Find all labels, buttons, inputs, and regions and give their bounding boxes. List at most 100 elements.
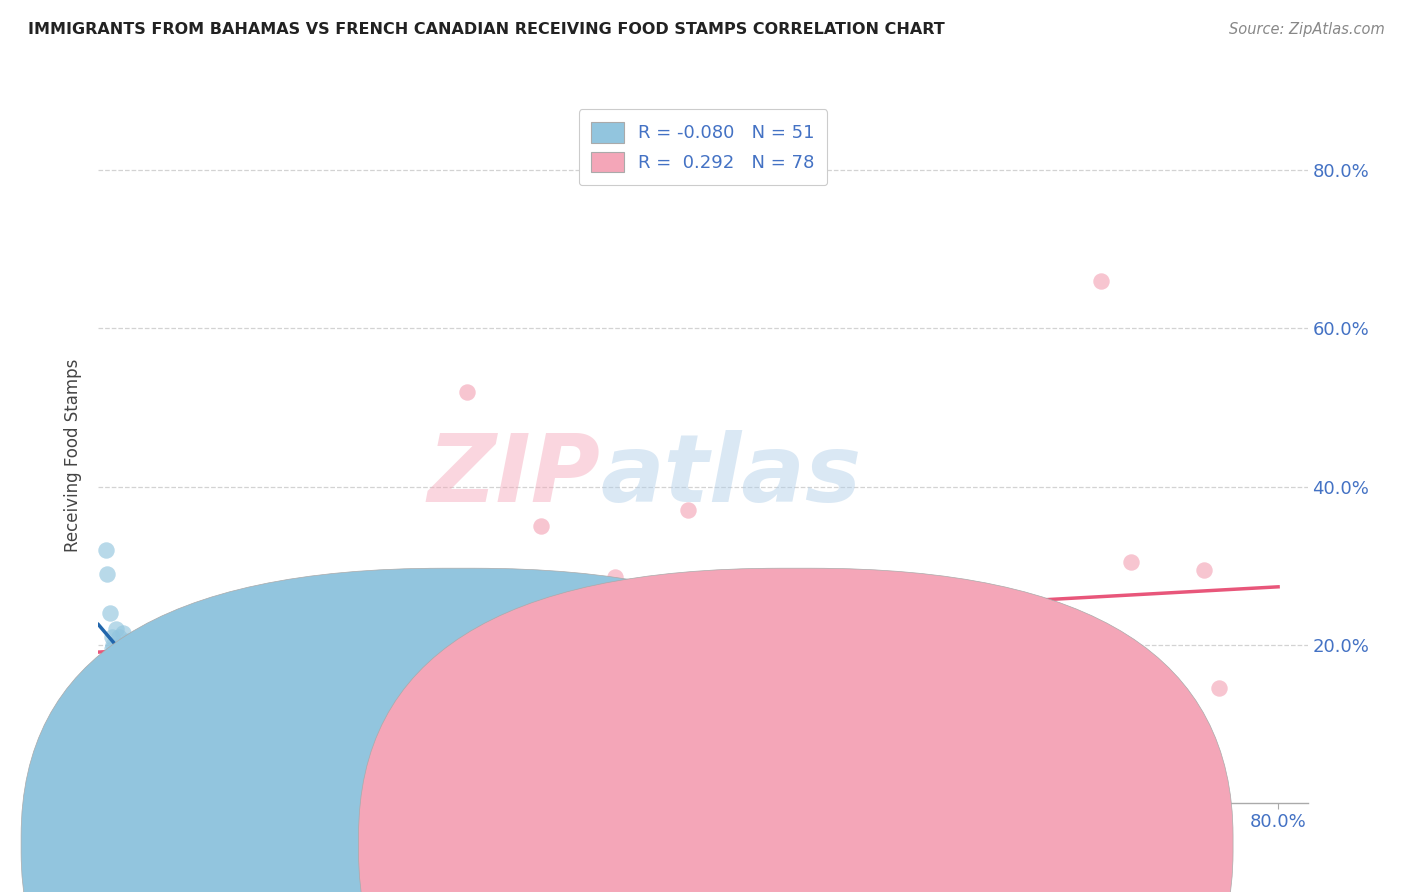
Point [105, 646, 128, 660]
Point [120, 657, 142, 672]
Point [1194, 563, 1216, 577]
Point [183, 646, 205, 660]
Point [157, 705, 180, 719]
Point [323, 622, 346, 636]
Point [143, 693, 166, 707]
Point [471, 602, 494, 616]
Text: French Canadians: French Canadians [823, 835, 970, 853]
Point [589, 586, 612, 600]
Point [153, 693, 176, 707]
Point [128, 677, 150, 691]
Point [117, 633, 139, 648]
Point [1090, 274, 1112, 288]
Point [98, 606, 121, 620]
Point [120, 665, 142, 680]
Text: IMMIGRANTS FROM BAHAMAS VS FRENCH CANADIAN RECEIVING FOOD STAMPS CORRELATION CHA: IMMIGRANTS FROM BAHAMAS VS FRENCH CANADI… [28, 22, 945, 37]
Point [127, 665, 149, 680]
Point [898, 574, 921, 589]
Point [121, 669, 143, 683]
Point [456, 384, 478, 399]
Point [1208, 681, 1230, 695]
Point [105, 669, 128, 683]
Legend: R = -0.080   N = 51, R =  0.292   N = 78: R = -0.080 N = 51, R = 0.292 N = 78 [579, 109, 827, 186]
Point [198, 641, 221, 656]
Point [117, 685, 139, 699]
Text: atlas: atlas [600, 430, 862, 522]
Point [942, 598, 965, 612]
Point [441, 614, 464, 628]
Point [678, 591, 700, 605]
Point [98, 657, 121, 672]
Point [619, 591, 641, 605]
Point [219, 630, 242, 644]
Point [278, 625, 301, 640]
Point [794, 594, 817, 608]
Point [228, 641, 250, 656]
Point [1149, 689, 1171, 703]
Point [1001, 689, 1024, 703]
Point [176, 657, 198, 672]
Point [100, 630, 122, 644]
Point [198, 732, 221, 747]
Point [131, 669, 153, 683]
Point [173, 649, 195, 664]
Point [249, 630, 271, 644]
Point [139, 689, 162, 703]
Text: Immigrants from Bahamas: Immigrants from Bahamas [485, 835, 707, 853]
Point [751, 582, 773, 597]
Point [110, 649, 132, 664]
Point [143, 638, 166, 652]
Text: Source: ZipAtlas.com: Source: ZipAtlas.com [1229, 22, 1385, 37]
Point [382, 625, 405, 640]
Point [139, 649, 162, 664]
Point [104, 665, 127, 680]
Point [115, 661, 138, 675]
Point [108, 630, 131, 644]
Point [678, 503, 700, 517]
Point [337, 618, 360, 632]
Point [1046, 673, 1069, 688]
Point [146, 685, 169, 699]
Point [146, 661, 169, 675]
Point [100, 641, 122, 656]
Y-axis label: Receiving Food Stamps: Receiving Food Stamps [65, 359, 83, 551]
Point [603, 570, 626, 584]
Point [96, 566, 118, 581]
Text: ZIP: ZIP [427, 430, 600, 522]
Point [136, 665, 159, 680]
Point [165, 713, 187, 727]
Point [898, 701, 921, 715]
Point [98, 649, 121, 664]
Point [108, 657, 131, 672]
Point [308, 614, 330, 628]
Point [530, 606, 553, 620]
Point [169, 625, 191, 640]
Point [706, 598, 728, 612]
Point [824, 582, 846, 597]
Point [110, 681, 132, 695]
Point [235, 649, 257, 664]
Point [972, 677, 994, 691]
Point [160, 661, 183, 675]
Point [124, 673, 146, 688]
Point [107, 641, 129, 656]
Point [212, 638, 235, 652]
Point [824, 586, 846, 600]
Point [257, 638, 280, 652]
Point [117, 657, 139, 672]
Point [141, 673, 163, 688]
Point [751, 582, 773, 597]
Point [97, 657, 120, 672]
Point [412, 602, 434, 616]
Point [135, 673, 157, 688]
Point [367, 618, 389, 632]
Point [101, 689, 124, 703]
Point [94, 542, 117, 557]
Point [264, 641, 287, 656]
Point [94, 677, 117, 691]
Point [190, 657, 212, 672]
Point [187, 653, 209, 667]
Point [134, 681, 156, 695]
Point [131, 657, 153, 672]
Point [128, 653, 150, 667]
